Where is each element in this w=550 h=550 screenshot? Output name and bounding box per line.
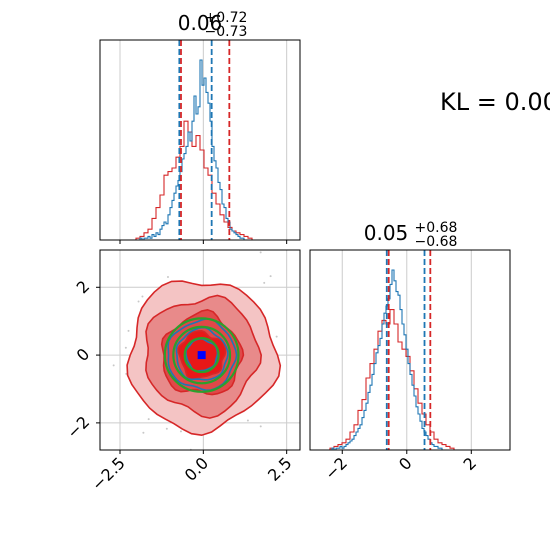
joint-y-tick-label: −2 [63, 412, 93, 442]
joint-x-tick-label: −2.5 [88, 453, 129, 494]
joint-scatter-point [127, 329, 130, 332]
panel-hist-x: 0.06 +0.72 −0.73 [99, 10, 301, 241]
hist-y-frame [309, 249, 511, 451]
hist-x-series-a-step [100, 59, 300, 240]
hist-y-x-tick-label: 0 [395, 453, 416, 474]
joint-y-tick-label: 0 [73, 344, 94, 365]
joint-green-contour [183, 337, 220, 374]
joint-scatter-point [179, 430, 182, 433]
joint-scatter-point [141, 295, 144, 298]
hist-y-x-tick-label: 2 [459, 453, 480, 474]
hist-y-title: 0.05 [364, 221, 409, 245]
joint-x-tick-label: 0.0 [181, 453, 212, 484]
kl-label: KL = 0.00 [440, 88, 550, 116]
hist-x-title: 0.06 [178, 11, 223, 35]
joint-scatter-point [147, 418, 150, 421]
joint-green-contour [163, 317, 240, 393]
joint-green-contour [172, 325, 232, 385]
hist-y-series-a-step [310, 269, 510, 450]
joint-scatter-point [137, 300, 140, 303]
joint-scatter-point [263, 281, 266, 284]
hist-x-title-sub: −0.73 [205, 24, 248, 40]
joint-scatter-point [269, 275, 272, 278]
joint-scatter-point [112, 364, 115, 367]
joint-scatter-point [166, 276, 169, 279]
joint-scatter-point [142, 431, 145, 434]
joint-y-tick-label: 2 [73, 277, 94, 298]
joint-scatter-point [259, 251, 262, 254]
hist-y-series-b-step [310, 309, 510, 450]
hist-y-title-sup: +0.68 [415, 220, 458, 236]
hist-y-title-sub: −0.68 [415, 234, 458, 250]
panel-joint [99, 249, 301, 451]
joint-frame [99, 249, 301, 451]
joint-scatter-point [124, 346, 127, 349]
hist-x-frame [99, 39, 301, 241]
joint-scatter-point [275, 335, 278, 338]
panel-hist-y: 0.05 +0.68 −0.68 [309, 220, 511, 451]
hist-y-x-tick-label: −2 [321, 453, 351, 483]
joint-scatter-point [259, 425, 262, 428]
joint-scatter-point [246, 419, 249, 422]
joint-x-tick-label: 2.5 [264, 453, 295, 484]
joint-blue-contour [175, 326, 229, 381]
hist-x-series-b-step [100, 120, 300, 240]
joint-scatter-point [165, 427, 168, 430]
joint-blue-contour [184, 338, 219, 372]
hist-x-title-sup: +0.72 [205, 10, 248, 26]
joint-center-marker [197, 351, 206, 360]
